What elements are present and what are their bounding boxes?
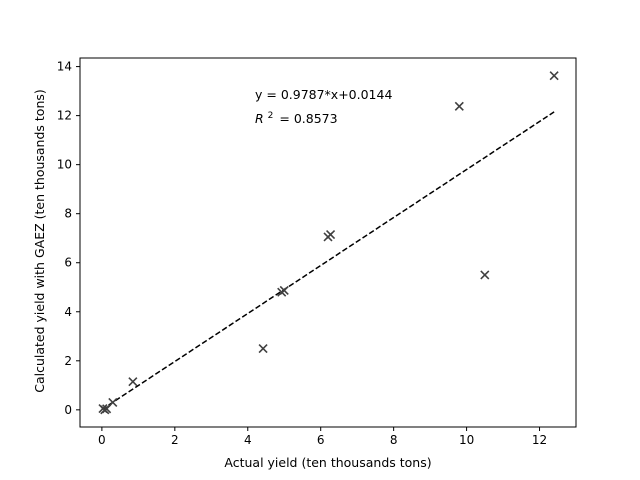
x-axis-label: Actual yield (ten thousands tons) [224, 455, 431, 470]
data-point [279, 285, 289, 295]
y-tick-label: 10 [57, 158, 72, 172]
data-point [549, 71, 559, 81]
x-tick-label: 2 [171, 433, 179, 447]
y-tick-label: 0 [64, 403, 72, 417]
y-tick-label: 4 [64, 305, 72, 319]
x-axis-ticks: 0 2 4 6 8 10 12 [98, 427, 547, 447]
x-tick-label: 10 [459, 433, 474, 447]
regression-equation: y = 0.9787*x+0.0144 [255, 87, 392, 102]
data-point [480, 270, 490, 280]
y-axis-ticks: 0 2 4 6 8 10 12 14 [57, 60, 80, 417]
x-tick-label: 0 [98, 433, 106, 447]
r-squared-value: = 0.8573 [279, 111, 337, 126]
plot-area [79, 57, 577, 428]
y-tick-label: 8 [64, 207, 72, 221]
x-tick-label: 4 [244, 433, 252, 447]
data-point [128, 377, 138, 387]
x-tick-label: 6 [317, 433, 325, 447]
regression-line [101, 111, 555, 411]
y-tick-label: 6 [64, 256, 72, 270]
plot-frame [79, 57, 577, 428]
r-squared-annotation: R 2 = 0.8573 [255, 106, 338, 126]
r-squared-power: 2 [268, 111, 274, 121]
y-axis-label: Calculated yield with GAEZ (ten thousand… [32, 89, 47, 393]
data-point [108, 397, 118, 408]
data-point [325, 229, 336, 240]
x-tick-label: 12 [532, 433, 547, 447]
data-point [258, 343, 268, 354]
y-tick-label: 14 [57, 60, 72, 74]
data-point [454, 101, 464, 111]
y-tick-label: 2 [64, 354, 72, 368]
x-tick-label: 8 [390, 433, 398, 447]
r-squared-symbol: R [255, 111, 264, 126]
y-tick-label: 12 [57, 109, 72, 123]
